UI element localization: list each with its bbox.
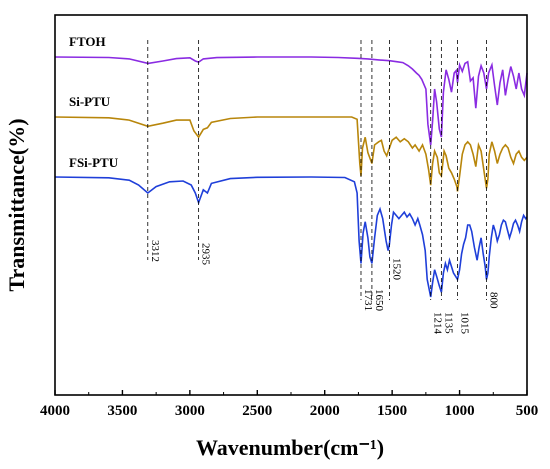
x-tick-label: 3000 [175,403,205,419]
peak-label: 800 [488,292,500,309]
y-axis-title: Transmittance(%) [4,118,29,291]
series-label: FSi-PTU [69,155,119,170]
series-curves [54,56,528,298]
peak-label: 1135 [442,312,454,334]
x-axis-title: Wavenumber(cm⁻¹) [196,435,384,460]
peak-label: 1015 [459,312,471,335]
series-line [54,116,528,192]
reference-lines [147,40,487,300]
peak-label: 1214 [432,312,444,335]
series-label: FTOH [69,34,106,49]
x-tick-label: 500 [516,403,539,419]
x-tick-label: 2000 [310,403,340,419]
x-tick-label: 2500 [242,403,272,419]
peak-label: 1731 [362,289,374,311]
peak-label: 3312 [149,240,161,262]
series-line [54,176,528,298]
series-label: Si-PTU [69,94,111,109]
x-tick-label: 1500 [377,403,407,419]
x-tick-label: 3500 [107,403,137,419]
series-line [54,56,528,146]
peak-label: 1520 [390,258,402,281]
peak-label: 2935 [200,243,212,266]
x-axis: 4000 3500 3000 2500 2000 1500 1000 500 [40,390,538,419]
x-tick-label: 1000 [445,403,475,419]
series-labels: FTOH Si-PTU FSi-PTU [69,34,119,170]
peak-label: 1650 [373,289,385,312]
x-tick-label: 4000 [40,403,70,419]
